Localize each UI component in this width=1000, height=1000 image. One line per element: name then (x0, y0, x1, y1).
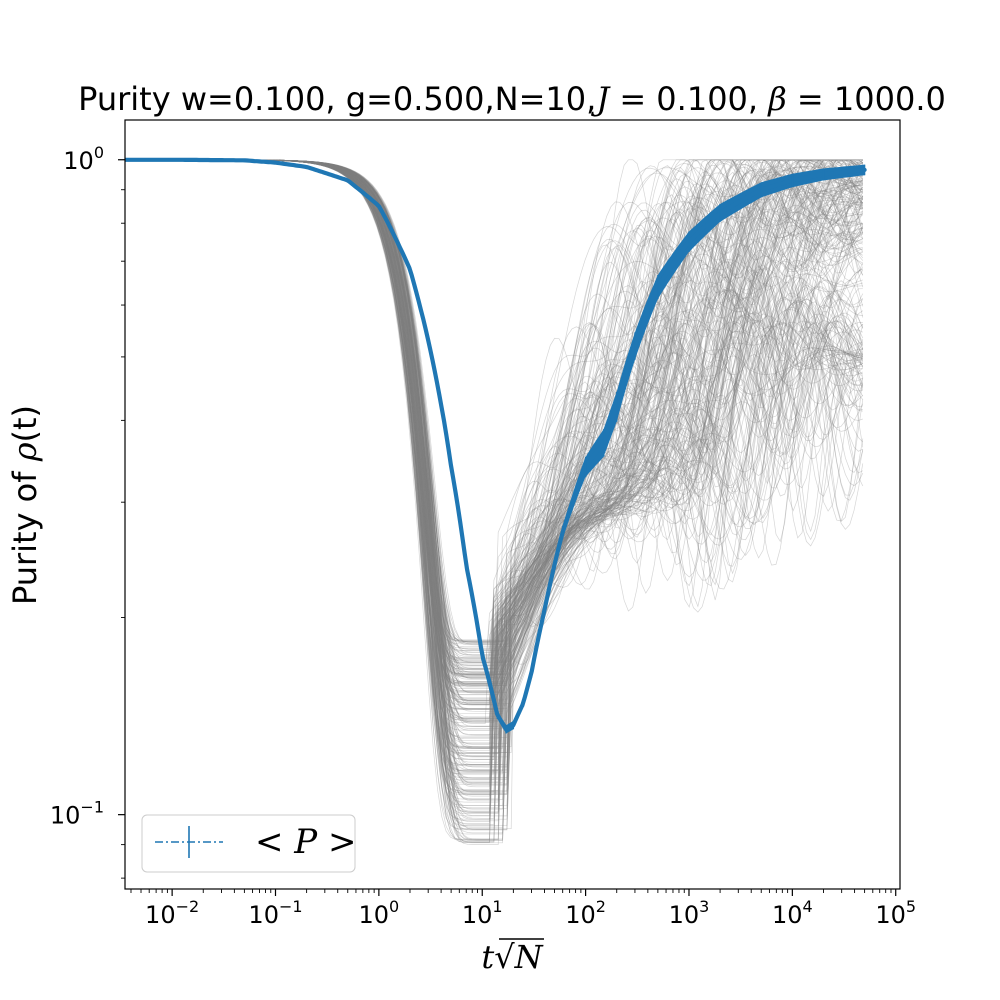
plot-frame (124, 119, 901, 890)
x-tick-label: 10−1 (248, 897, 302, 929)
y-axis-ticks: 100 10−1 (50, 143, 125, 879)
mean-purity-line (125, 157, 867, 732)
x-tick-label: 103 (669, 897, 710, 929)
chart-title: Purity w=0.100, g=0.500,N=10,J = 0.100, … (78, 80, 946, 118)
x-tick-label: 102 (565, 897, 606, 929)
legend-label-mean-purity: < P > (255, 822, 356, 862)
x-axis-ticks: 10−2 10−1 100 101 102 103 104 105 (130, 889, 916, 929)
x-tick-label: 104 (772, 897, 813, 929)
x-axis-label: t√N (481, 938, 543, 976)
y-axis-label: Purity of ρ(t) (6, 405, 44, 605)
y-tick-label: 10−1 (50, 798, 104, 830)
x-tick-label: 101 (462, 897, 503, 929)
x-tick-label: 10−2 (145, 897, 199, 929)
legend-box (141, 814, 356, 873)
mean-purity-series (125, 157, 867, 734)
y-tick-label: 100 (63, 143, 104, 175)
legend: < P > (141, 814, 356, 873)
x-tick-label: 105 (875, 897, 916, 929)
x-tick-label: 100 (359, 897, 400, 929)
